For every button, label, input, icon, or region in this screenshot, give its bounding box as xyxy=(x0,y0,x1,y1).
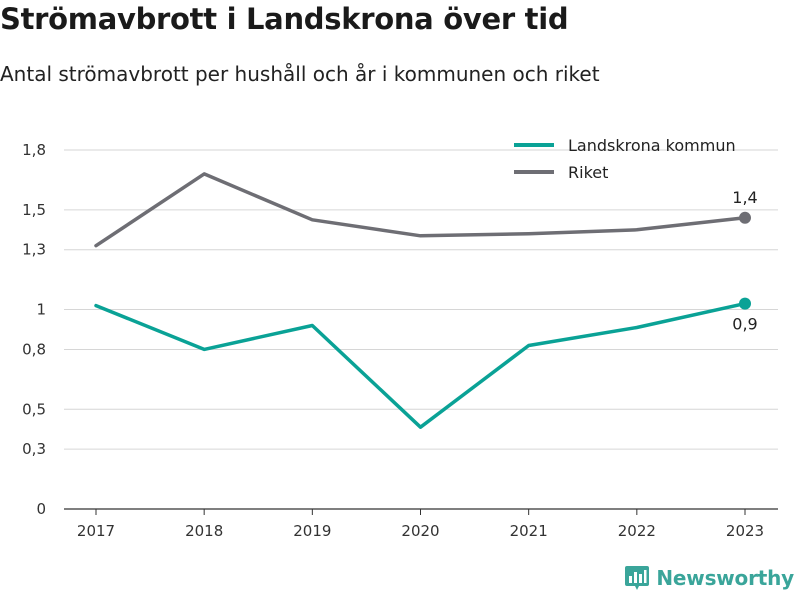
y-tick-label: 1,8 xyxy=(22,141,46,159)
series-line-kommun xyxy=(94,301,747,429)
x-tick-label: 2019 xyxy=(293,522,331,540)
series-lines: 0,9 1,4 xyxy=(94,172,758,429)
y-tick-label: 0,5 xyxy=(22,400,46,418)
chart-title: Strömavbrott i Landskrona över tid xyxy=(0,2,569,36)
grid-lines xyxy=(64,149,778,510)
series-end-point xyxy=(739,211,751,224)
legend-label: Landskrona kommun xyxy=(568,136,736,155)
y-tick-label: 1 xyxy=(36,301,46,319)
axes: 0 0,3 0,5 0,8 1 1,3 1,5 1,8 2017 2018 2019 2020 2021… xyxy=(22,141,778,540)
legend: Landskrona kommun Riket xyxy=(514,136,736,182)
end-value-label: 1,4 xyxy=(732,188,757,207)
chart-subtitle: Antal strömavbrott per hushåll och år i … xyxy=(0,62,600,86)
y-tick-label: 1,5 xyxy=(22,201,46,219)
y-tick-label: 1,3 xyxy=(22,241,46,259)
x-tick-label: 2022 xyxy=(618,522,656,540)
newsworthy-logo-icon xyxy=(625,566,650,590)
y-tick-label: 0,3 xyxy=(22,440,46,458)
brand-logo: Newsworthy xyxy=(624,564,794,592)
x-tick-label: 2020 xyxy=(401,522,439,540)
x-tick-label: 2023 xyxy=(726,522,764,540)
brand-name: Newsworthy xyxy=(656,566,794,590)
y-tick-label: 0 xyxy=(36,500,46,518)
x-tick-label: 2018 xyxy=(185,522,223,540)
end-value-label: 0,9 xyxy=(732,315,757,334)
series-end-point xyxy=(739,297,751,310)
series-line-riket xyxy=(94,172,747,248)
x-tick-label: 2017 xyxy=(77,522,115,540)
y-tick-label: 0,8 xyxy=(22,340,46,358)
x-tick-label: 2021 xyxy=(510,522,548,540)
legend-label: Riket xyxy=(568,163,608,182)
